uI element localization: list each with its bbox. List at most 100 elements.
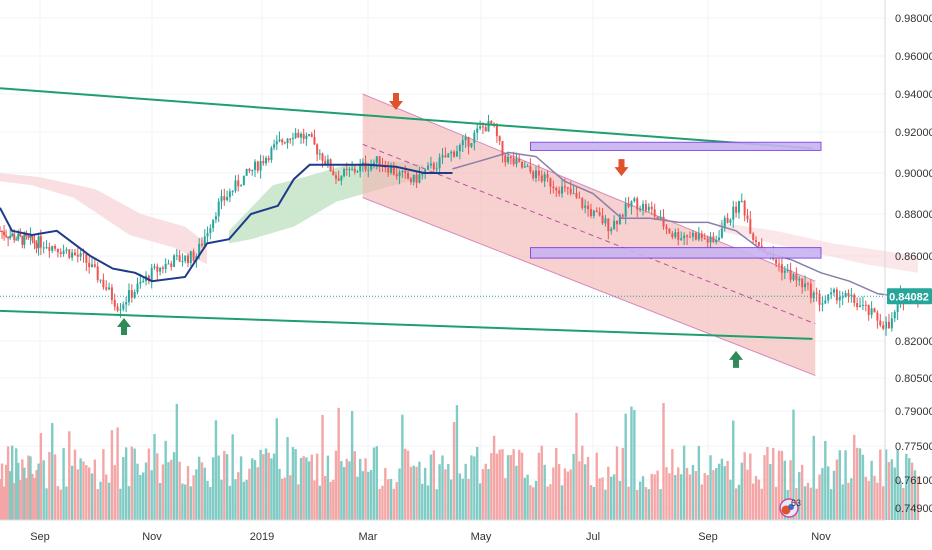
volume-bar [389,478,393,520]
candle-body [709,236,712,243]
candle-body [864,304,867,306]
volume-bar [310,454,313,520]
volume-bar [798,472,801,520]
candle-body [364,162,367,170]
candle-body [859,305,862,308]
candle-body [789,270,792,280]
candle-body [841,296,844,298]
time-axis[interactable]: Sep Nov 2019 Mar May Jul Sep Nov [0,519,885,543]
candle-body [326,159,329,164]
volume-bar [697,445,701,520]
volume-bar [552,467,555,520]
volume-bar [812,435,815,520]
volume-bar [855,447,859,520]
volume-bar [345,458,348,520]
volume-bar [42,460,45,520]
candle-body [532,171,535,179]
candle-body [54,245,57,249]
volume-bar [231,434,234,520]
volume-bar [467,478,470,520]
candle-body [3,231,6,236]
volume-bar [334,450,338,520]
candle-body [125,302,128,305]
candle-body [534,170,537,179]
candle-body [214,216,217,220]
candle-body [630,201,633,207]
candle-body [228,191,231,198]
volume-bar [520,452,524,520]
volume-bar [638,481,642,520]
candle-body [37,236,40,249]
candle-body [76,254,79,257]
volume-bar [15,448,18,520]
volume-bar [90,473,94,520]
volume-bar [700,484,703,520]
volume-bar [694,471,698,520]
volume-bar [375,446,378,520]
volume-bar [51,423,54,520]
volume-bar [630,406,633,520]
volume-bar [21,459,24,520]
volume-bar [37,463,40,520]
candle-body [561,186,564,194]
volume-bar [824,440,827,520]
volume-bar [99,481,102,520]
ichimoku-conversion-line [452,151,913,299]
volume-bar [601,477,604,520]
candle-body [231,190,234,192]
volume-bar [130,446,134,520]
volume-bar [455,405,459,520]
volume-bar [749,453,752,520]
candle-body [412,174,415,183]
volume-bar [245,479,248,520]
candle-body [150,267,153,282]
candle-body [633,198,636,202]
candle-body [181,261,184,263]
volume-bar [353,451,357,520]
volume-bar [481,469,485,520]
candle-body [467,136,470,147]
channel-midline [362,143,816,325]
time-tick-label: Nov [142,531,162,543]
volume-bar [358,458,362,520]
candle-body [509,156,512,159]
candle-body [680,238,683,240]
resistance-zones[interactable] [530,141,822,259]
volume-bar [332,479,335,520]
volume-bar [386,479,390,520]
candle-body [189,251,192,264]
candle-body [297,132,300,138]
volume-bar [729,479,732,520]
volume-bar [10,445,14,520]
volume-bar [610,476,613,520]
candle-body [703,237,706,239]
volume-bar [294,449,297,520]
volume-bar [515,465,518,520]
volume-bar [6,446,10,520]
volume-bar [4,464,8,520]
candle-body [689,236,692,238]
time-tick-label: Jul [586,531,600,543]
volume-bar [211,457,215,520]
volume-bar [709,455,712,520]
candle-body [91,264,94,268]
candle-body [113,299,116,307]
candle-body [415,174,418,183]
candle-body [856,303,859,308]
candle-body [526,166,529,168]
candle-body [718,237,721,241]
candle-body [404,171,407,173]
volume-bar [124,447,128,520]
trendlines[interactable] [0,87,813,340]
volume-bar [829,489,833,520]
volume-bar [259,449,262,520]
volume-bar [297,484,300,520]
candle-body [650,206,653,210]
volume-bar [815,488,818,520]
candle-body [656,216,659,219]
candle-body [882,325,885,329]
price-tick-label: 0.79000 [895,406,932,418]
candle-body [636,198,639,210]
volume-bar [76,469,80,520]
